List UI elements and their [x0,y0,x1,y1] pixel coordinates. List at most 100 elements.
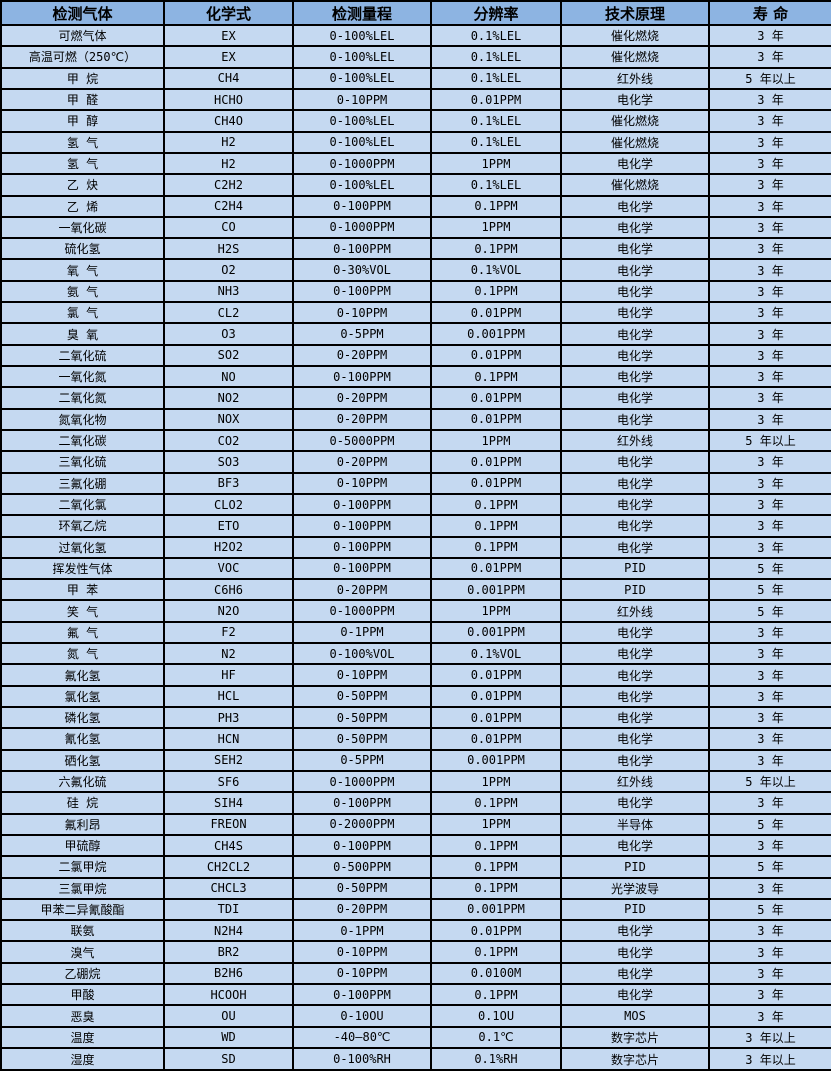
cell-lifespan: 3 年 [708,471,831,495]
cell-resolution: 0.1℃ [430,1025,562,1050]
cell-formula: NO2 [163,386,294,410]
cell-principle: 电化学 [560,386,710,410]
cell-resolution: 0.1PPM [430,876,562,900]
cell-principle: 电化学 [560,748,710,772]
cell-gas-name: 环氧乙烷 [0,514,165,538]
cell-principle: 半导体 [560,812,710,836]
cell-lifespan: 3 年 [708,940,831,964]
cell-gas-name: 氢 气 [0,130,165,154]
cell-range: 0-20PPM [292,407,432,431]
cell-lifespan: 3 年 [708,535,831,559]
cell-range: 0-100PPM [292,237,432,261]
cell-range: -40—80℃ [292,1025,432,1050]
cell-formula: BF3 [163,471,294,495]
cell-range: 0-20PPM [292,450,432,474]
cell-resolution: 0.1PPM [430,514,562,538]
cell-principle: 电化学 [560,407,710,431]
cell-range: 0-1000PPM [292,151,432,176]
table-row: 氨 气 NH3 0-100PPM 0.1PPM 电化学 3 年 [0,279,831,304]
cell-formula: SIH4 [163,791,294,815]
cell-principle: 电化学 [560,450,710,474]
cell-resolution: 0.01PPM [430,343,562,368]
cell-formula: EX [163,23,294,48]
column-header-gas: 检测气体 [0,0,165,26]
cell-formula: H2O2 [163,535,294,559]
cell-lifespan: 3 年 [708,684,831,709]
table-row: 甲苯二异氰酸酯 TDI 0-20PPM 0.001PPM PID 5 年 [0,897,831,922]
cell-range: 0-2000PPM [292,812,432,836]
cell-formula: C6H6 [163,578,294,602]
cell-principle: 电化学 [560,279,710,304]
table-row: 二氯甲烷 CH2CL2 0-500PPM 0.1PPM PID 5 年 [0,855,831,879]
cell-range: 0-50PPM [292,684,432,709]
cell-resolution: 0.1PPM [430,535,562,559]
cell-formula: N2 [163,642,294,666]
cell-gas-name: 氯化氢 [0,684,165,709]
cell-principle: 电化学 [560,833,710,858]
cell-lifespan: 3 年 [708,642,831,666]
cell-resolution: 0.1PPM [430,194,562,218]
cell-principle: 催化燃烧 [560,173,710,197]
cell-resolution: 0.01PPM [430,87,562,112]
cell-formula: HCN [163,727,294,751]
cell-lifespan: 3 年 [708,833,831,858]
cell-formula: HF [163,663,294,687]
cell-formula: HCOOH [163,983,294,1007]
table-row: 氧 气 O2 0-30%VOL 0.1%VOL 电化学 3 年 [0,258,831,282]
cell-formula: CH2CL2 [163,855,294,879]
cell-principle: 光学波导 [560,876,710,900]
cell-lifespan: 3 年 [708,492,831,517]
cell-range: 0-5PPM [292,322,432,346]
cell-resolution: 0.1%LEL [430,109,562,133]
cell-formula: VOC [163,556,294,581]
cell-lifespan: 3 年 [708,258,831,282]
cell-gas-name: 二氧化氯 [0,492,165,517]
cell-gas-name: 二氧化硫 [0,343,165,368]
column-header-range: 检测量程 [292,0,432,26]
cell-formula: C2H4 [163,194,294,218]
cell-range: 0-20PPM [292,343,432,368]
table-row: 硅 烷 SIH4 0-100PPM 0.1PPM 电化学 3 年 [0,791,831,815]
cell-gas-name: 三氧化硫 [0,450,165,474]
cell-gas-name: 挥发性气体 [0,556,165,581]
cell-resolution: 1PPM [430,428,562,453]
cell-lifespan: 5 年 [708,556,831,581]
cell-gas-name: 氯 气 [0,301,165,325]
cell-lifespan: 3 年 [708,364,831,389]
cell-range: 0-1PPM [292,919,432,943]
cell-range: 0-100PPM [292,535,432,559]
cell-formula: CO2 [163,428,294,453]
cell-lifespan: 3 年 [708,663,831,687]
cell-gas-name: 甲硫醇 [0,833,165,858]
cell-range: 0-100PPM [292,514,432,538]
cell-resolution: 0.1%LEL [430,23,562,48]
cell-formula: C2H2 [163,173,294,197]
cell-gas-name: 臭 氧 [0,322,165,346]
cell-lifespan: 3 年 [708,450,831,474]
table-row: 氯化氢 HCL 0-50PPM 0.01PPM 电化学 3 年 [0,684,831,709]
cell-range: 0-10PPM [292,471,432,495]
cell-range: 0-10PPM [292,940,432,964]
cell-formula: O3 [163,322,294,346]
cell-lifespan: 3 年 [708,748,831,772]
cell-formula: CH4O [163,109,294,133]
cell-gas-name: 氨 气 [0,279,165,304]
table-row: 三氧化硫 SO3 0-20PPM 0.01PPM 电化学 3 年 [0,450,831,474]
cell-lifespan: 3 年 [708,279,831,304]
cell-principle: 催化燃烧 [560,45,710,69]
cell-range: 0-1000PPM [292,599,432,623]
cell-principle: 电化学 [560,727,710,751]
cell-resolution: 0.01PPM [430,556,562,581]
table-row: 磷化氢 PH3 0-50PPM 0.01PPM 电化学 3 年 [0,705,831,730]
cell-lifespan: 3 年 [708,1004,831,1028]
cell-range: 0-1000PPM [292,215,432,240]
cell-resolution: 0.01PPM [430,663,562,687]
cell-resolution: 0.1%LEL [430,130,562,154]
cell-resolution: 0.01PPM [430,705,562,730]
cell-resolution: 0.1PPM [430,833,562,858]
cell-formula: FREON [163,812,294,836]
cell-range: 0-100%RH [292,1047,432,1071]
cell-principle: 电化学 [560,535,710,559]
cell-formula: EX [163,45,294,69]
